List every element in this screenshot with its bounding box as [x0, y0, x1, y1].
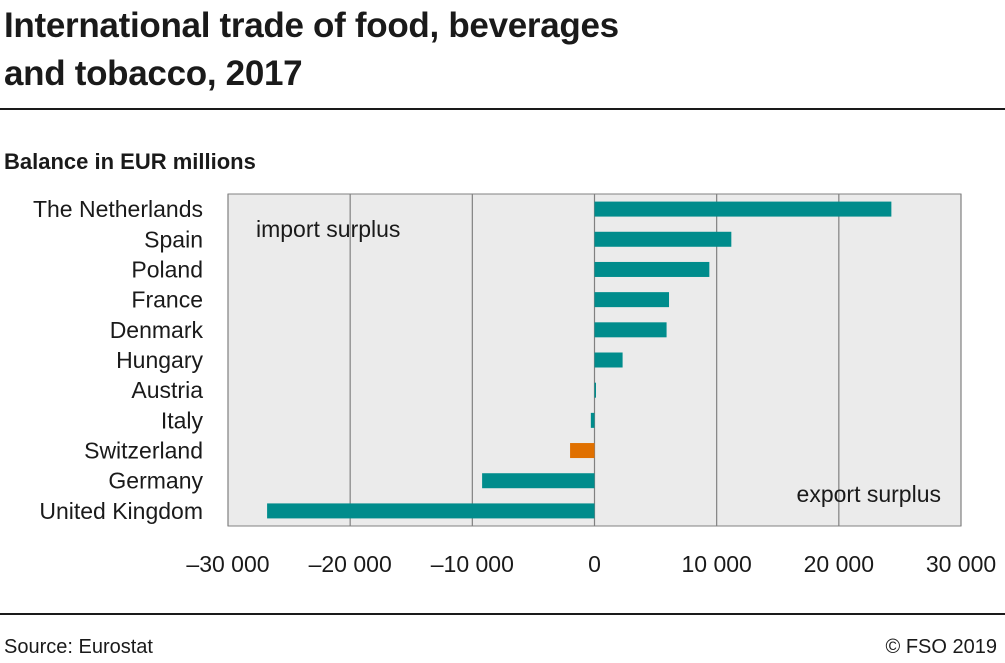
bar-chart: The Netherlands Spain Poland France Denmark H… — [33, 193, 996, 577]
category-label: France — [131, 287, 203, 313]
bar-the-netherlands — [594, 201, 892, 217]
x-tick-label: 10 000 — [681, 551, 751, 577]
category-label: United Kingdom — [39, 498, 203, 524]
x-tick-label: –10 000 — [431, 551, 514, 577]
x-tick-label: 0 — [588, 551, 601, 577]
category-label: Italy — [161, 407, 204, 433]
title-divider — [0, 108, 1005, 110]
x-tick-label: 30 000 — [926, 551, 996, 577]
category-label: Switzerland — [84, 438, 203, 464]
bar-united-kingdom — [267, 503, 595, 519]
x-tick-label: –30 000 — [186, 551, 269, 577]
source-note: Source: Eurostat — [4, 636, 153, 658]
bar-hungary — [594, 352, 623, 368]
category-label: Austria — [131, 377, 203, 403]
bar-austria — [594, 382, 596, 398]
bar-france — [594, 292, 670, 308]
annotation-import-surplus: import surplus — [256, 216, 400, 242]
category-label: Spain — [144, 226, 203, 252]
footer-divider — [0, 613, 1005, 615]
gridlines — [227, 194, 962, 526]
x-tick-labels: –30 000 –20 000 –10 000 0 10 000 20 000 30 000 — [186, 551, 996, 577]
category-label: Poland — [131, 256, 203, 282]
annotation-export-surplus: export surplus — [797, 481, 941, 507]
category-label: Denmark — [110, 317, 204, 343]
bar-switzerland — [570, 443, 595, 459]
category-labels: The Netherlands Spain Poland France Denmark H… — [33, 196, 204, 524]
chart-subtitle: Balance in EUR millions — [4, 149, 256, 174]
bar-germany — [482, 473, 595, 489]
bar-italy — [590, 412, 595, 428]
x-tick-label: 20 000 — [804, 551, 874, 577]
chart-title: International trade of food, beverages a… — [4, 6, 619, 93]
bar-denmark — [594, 322, 667, 338]
x-tick-label: –20 000 — [309, 551, 392, 577]
bar-poland — [594, 261, 710, 277]
category-label: Hungary — [116, 347, 203, 373]
bars — [267, 201, 892, 519]
category-label: The Netherlands — [33, 196, 203, 222]
copyright-note: © FSO 2019 — [885, 636, 997, 658]
category-label: Germany — [108, 468, 203, 494]
bar-spain — [594, 231, 732, 247]
